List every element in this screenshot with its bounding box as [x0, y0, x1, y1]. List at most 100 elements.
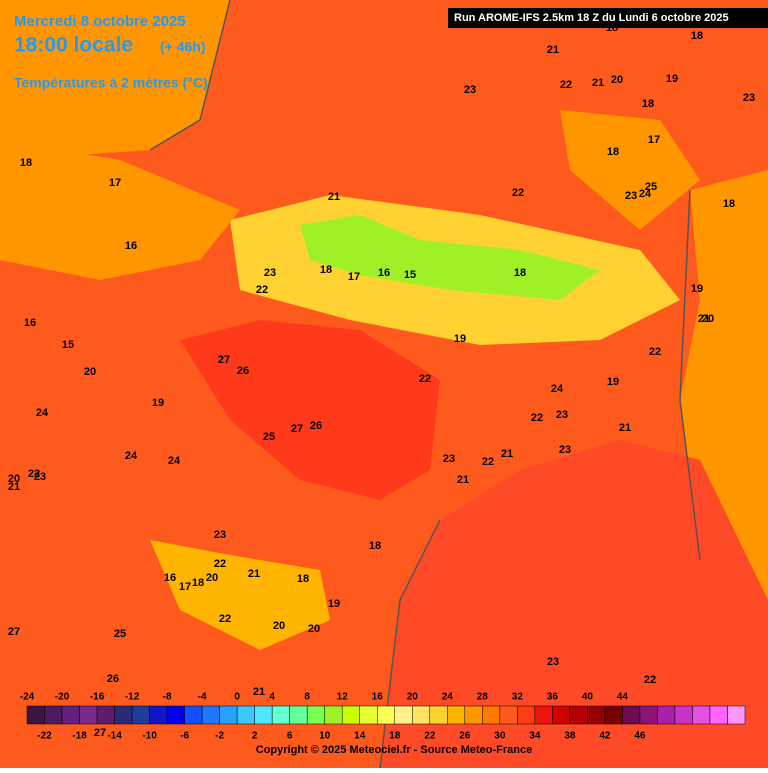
sea-south — [380, 440, 768, 768]
temperature-label: 18 — [297, 573, 309, 585]
temperature-label: 16 — [24, 317, 36, 329]
temperature-label: 21 — [547, 44, 559, 56]
temperature-label: 18 — [320, 264, 332, 276]
temperature-label: 23 — [34, 471, 46, 483]
temperature-label: 16 — [125, 240, 137, 252]
temperature-label: 22 — [256, 284, 268, 296]
temperature-label: 27 — [8, 626, 20, 638]
colorbar-tick-bottom: 42 — [599, 731, 611, 742]
temperature-label: 22 — [531, 412, 543, 424]
temperature-label: 17 — [348, 271, 360, 283]
temperature-label: 27 — [218, 354, 230, 366]
high-peaks — [300, 215, 600, 300]
temperature-label: 20 — [611, 74, 623, 86]
colorbar: -24 -20 -16 -12 -8 -4 0 4 8 12 16 20 24 28 32 36 40 44-22… — [20, 692, 746, 742]
temperature-label: 21 — [698, 313, 710, 325]
temperature-label: 17 — [648, 134, 660, 146]
color-swatch — [131, 705, 150, 725]
color-swatch — [341, 705, 360, 725]
temperature-label: 18 — [514, 267, 526, 279]
color-swatch — [499, 705, 518, 725]
color-swatch — [412, 705, 431, 725]
temperature-label: 23 — [556, 409, 568, 421]
colorbar-tick-bottom: 30 — [494, 731, 506, 742]
color-swatch — [376, 705, 396, 725]
colorbar-tick-top: -8 — [163, 692, 172, 703]
date: Mercredi 8 octobre 2025 — [14, 13, 186, 30]
temperature-label: 18 — [691, 30, 703, 42]
temperature-label: 22 — [219, 613, 231, 625]
color-swatch — [587, 705, 606, 725]
colorbar-tick-top: 16 — [372, 692, 384, 703]
colorbar-tick-bottom: -14 — [107, 731, 122, 742]
temperature-label: 18 — [723, 198, 735, 210]
temperature-label: 16 — [378, 267, 390, 279]
colorbar-tick-bottom: 10 — [319, 731, 331, 742]
color-swatch — [359, 705, 378, 725]
temperature-label: 23 — [547, 656, 559, 668]
temperature-label: 19 — [666, 73, 678, 85]
color-swatch — [447, 705, 466, 725]
color-swatch — [236, 705, 255, 725]
colorbar-tick-top: -16 — [90, 692, 105, 703]
temperature-label: 18 — [20, 157, 32, 169]
temperature-label: 23 — [443, 453, 455, 465]
colorbar-tick-bottom: 34 — [529, 731, 541, 742]
colorbar-tick-top: 4 — [269, 692, 275, 703]
color-swatch — [727, 705, 746, 725]
copyright: Copyright © 2025 Meteociel.fr - Source M… — [256, 744, 532, 756]
temperature-label: 26 — [310, 420, 322, 432]
colorbar-tick-top: 32 — [512, 692, 524, 703]
color-swatch — [534, 705, 553, 725]
color-swatch — [201, 705, 220, 725]
parameter: Températures à 2 mètres (°C) — [14, 75, 208, 91]
temperature-label: 21 — [457, 474, 469, 486]
sea-northwest — [0, 0, 230, 160]
color-swatch — [674, 705, 693, 725]
temperature-label: 22 — [649, 346, 661, 358]
color-swatch — [622, 705, 641, 725]
temperature-label: 21 — [8, 481, 20, 493]
colorbar-tick-top: -24 — [20, 692, 35, 703]
color-swatch — [96, 705, 115, 725]
temperature-label: 19 — [328, 598, 340, 610]
temperature-label: 25 — [645, 181, 657, 193]
color-swatch — [324, 705, 343, 725]
colorbar-tick-bottom: -6 — [180, 731, 189, 742]
color-swatch — [552, 705, 571, 725]
temperature-label: 19 — [454, 333, 466, 345]
color-swatch — [604, 705, 623, 725]
color-swatch — [44, 705, 63, 725]
color-swatch — [79, 705, 98, 725]
north-slopes — [0, 140, 240, 280]
temperature-label: 20 — [273, 620, 285, 632]
colorbar-tick-top: 0 — [234, 692, 240, 703]
color-swatch — [306, 705, 325, 725]
temperature-label: 23 — [214, 529, 226, 541]
color-swatch — [149, 705, 168, 725]
color-swatch — [394, 705, 413, 725]
color-swatch — [219, 705, 238, 725]
color-swatch — [569, 705, 588, 725]
colorbar-tick-bottom: 18 — [389, 731, 401, 742]
color-swatch — [289, 705, 308, 725]
temperature-label: 19 — [607, 376, 619, 388]
color-swatch — [166, 705, 185, 725]
hot-zone — [180, 320, 440, 500]
colorbar-tick-top: 44 — [617, 692, 629, 703]
colorbar-tick-bottom: 2 — [252, 731, 258, 742]
colorbar-tick-top: 36 — [547, 692, 559, 703]
color-swatch — [464, 705, 483, 725]
colorbar-tick-top: -4 — [198, 692, 207, 703]
temperature-label: 22 — [214, 558, 226, 570]
temperature-label: 24 — [551, 383, 564, 395]
temperature-label: 21 — [501, 448, 513, 460]
temperature-label: 18 — [642, 98, 654, 110]
temperature-label: 18 — [606, 22, 618, 34]
temperature-label: 22 — [482, 456, 494, 468]
temperature-label: 27 — [94, 727, 106, 739]
colorbar-tick-top: 24 — [442, 692, 454, 703]
time: 18:00 locale — [14, 34, 133, 57]
color-swatch — [482, 705, 501, 725]
